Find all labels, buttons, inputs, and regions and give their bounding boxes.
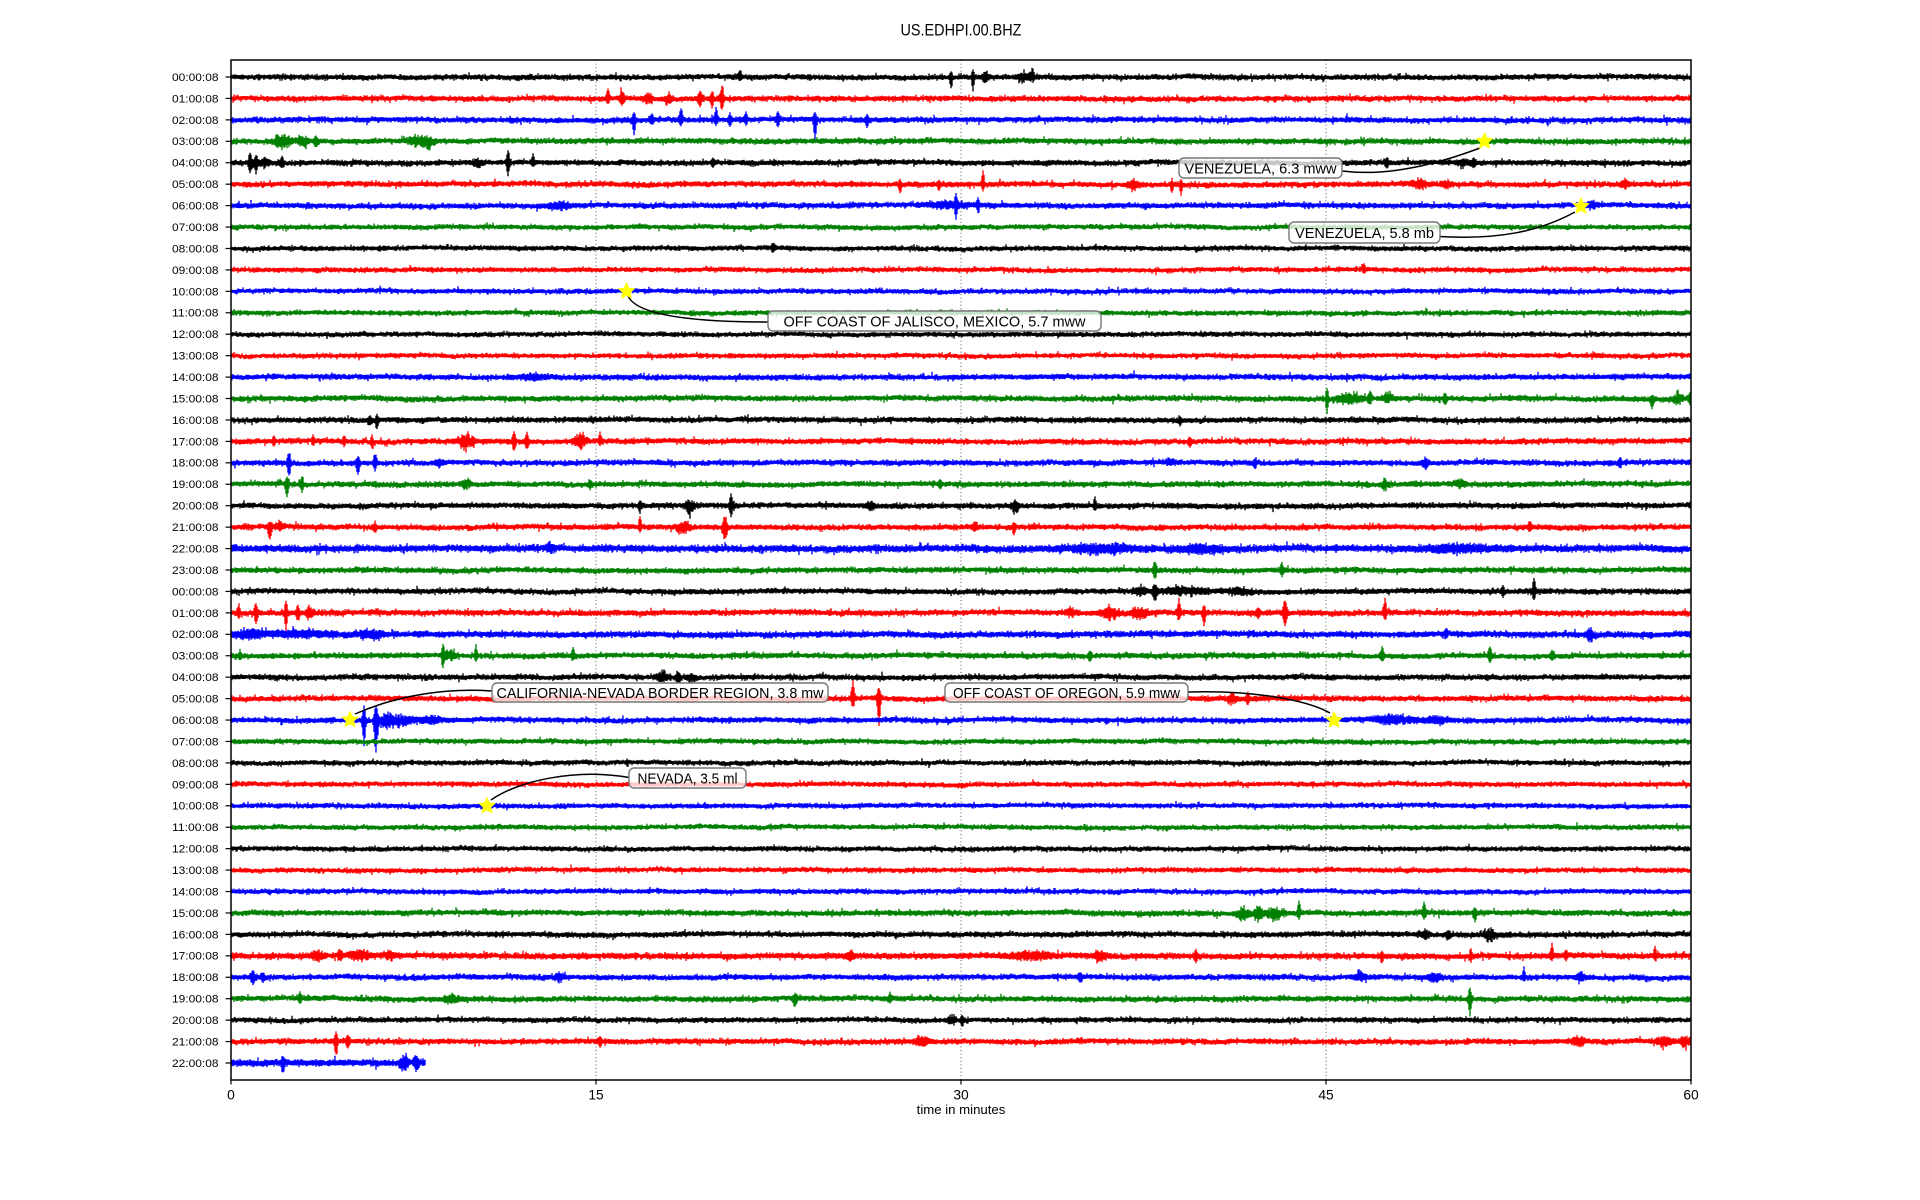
svg-text:CALIFORNIA-NEVADA BORDER REGIO: CALIFORNIA-NEVADA BORDER REGION, 3.8 mw <box>497 686 825 702</box>
svg-text:09:00:08: 09:00:08 <box>172 265 219 277</box>
svg-text:02:00:08: 02:00:08 <box>172 629 219 641</box>
svg-text:22:00:08: 22:00:08 <box>172 543 219 555</box>
svg-text:OFF COAST OF OREGON, 5.9 mww: OFF COAST OF OREGON, 5.9 mww <box>953 686 1181 702</box>
svg-text:VENEZUELA, 6.3 mww: VENEZUELA, 6.3 mww <box>1185 162 1338 178</box>
svg-text:18:00:08: 18:00:08 <box>172 458 219 470</box>
svg-text:60: 60 <box>1683 1088 1699 1103</box>
svg-text:02:00:08: 02:00:08 <box>172 115 219 127</box>
svg-text:45: 45 <box>1318 1088 1334 1103</box>
svg-text:11:00:08: 11:00:08 <box>172 308 219 320</box>
svg-text:OFF COAST OF JALISCO, MEXICO,: OFF COAST OF JALISCO, MEXICO, 5.7 mww <box>784 315 1087 331</box>
svg-text:13:00:08: 13:00:08 <box>172 865 219 877</box>
svg-text:00:00:08: 00:00:08 <box>172 586 219 598</box>
svg-text:15:00:08: 15:00:08 <box>172 908 219 920</box>
svg-text:15:00:08: 15:00:08 <box>172 393 219 405</box>
svg-text:10:00:08: 10:00:08 <box>172 286 219 298</box>
svg-text:16:00:08: 16:00:08 <box>172 415 219 427</box>
svg-text:12:00:08: 12:00:08 <box>172 844 219 856</box>
svg-text:13:00:08: 13:00:08 <box>172 351 219 363</box>
svg-text:21:00:08: 21:00:08 <box>172 1036 219 1048</box>
svg-text:01:00:08: 01:00:08 <box>172 608 219 620</box>
svg-text:04:00:08: 04:00:08 <box>172 158 219 170</box>
svg-text:18:00:08: 18:00:08 <box>172 972 219 984</box>
svg-text:23:00:08: 23:00:08 <box>172 565 219 577</box>
svg-text:09:00:08: 09:00:08 <box>172 779 219 791</box>
svg-text:0: 0 <box>227 1088 235 1103</box>
svg-text:30: 30 <box>953 1088 969 1103</box>
svg-text:19:00:08: 19:00:08 <box>172 994 219 1006</box>
svg-text:21:00:08: 21:00:08 <box>172 522 219 534</box>
svg-text:15: 15 <box>588 1088 604 1103</box>
svg-text:06:00:08: 06:00:08 <box>172 201 219 213</box>
svg-text:03:00:08: 03:00:08 <box>172 651 219 663</box>
svg-text:NEVADA, 3.5 ml: NEVADA, 3.5 ml <box>638 772 738 788</box>
svg-text:08:00:08: 08:00:08 <box>172 243 219 255</box>
svg-text:14:00:08: 14:00:08 <box>172 886 219 898</box>
svg-text:time in minutes: time in minutes <box>917 1102 1006 1117</box>
svg-text:VENEZUELA, 5.8 mb: VENEZUELA, 5.8 mb <box>1295 226 1434 242</box>
svg-text:08:00:08: 08:00:08 <box>172 758 219 770</box>
svg-text:11:00:08: 11:00:08 <box>172 822 219 834</box>
svg-text:05:00:08: 05:00:08 <box>172 694 219 706</box>
svg-text:14:00:08: 14:00:08 <box>172 372 219 384</box>
svg-text:16:00:08: 16:00:08 <box>172 929 219 941</box>
svg-text:20:00:08: 20:00:08 <box>172 501 219 513</box>
svg-text:05:00:08: 05:00:08 <box>172 179 219 191</box>
svg-text:07:00:08: 07:00:08 <box>172 222 219 234</box>
svg-text:06:00:08: 06:00:08 <box>172 715 219 727</box>
svg-text:20:00:08: 20:00:08 <box>172 1015 219 1027</box>
svg-text:22:00:08: 22:00:08 <box>172 1058 219 1070</box>
svg-text:17:00:08: 17:00:08 <box>172 436 219 448</box>
svg-text:04:00:08: 04:00:08 <box>172 672 219 684</box>
svg-text:03:00:08: 03:00:08 <box>172 136 219 148</box>
svg-text:01:00:08: 01:00:08 <box>172 93 219 105</box>
svg-text:12:00:08: 12:00:08 <box>172 329 219 341</box>
svg-text:17:00:08: 17:00:08 <box>172 951 219 963</box>
svg-text:10:00:08: 10:00:08 <box>172 801 219 813</box>
svg-text:07:00:08: 07:00:08 <box>172 736 219 748</box>
svg-text:19:00:08: 19:00:08 <box>172 479 219 491</box>
svg-text:US.EDHPI.00.BHZ: US.EDHPI.00.BHZ <box>901 22 1022 40</box>
svg-text:00:00:08: 00:00:08 <box>172 72 219 84</box>
